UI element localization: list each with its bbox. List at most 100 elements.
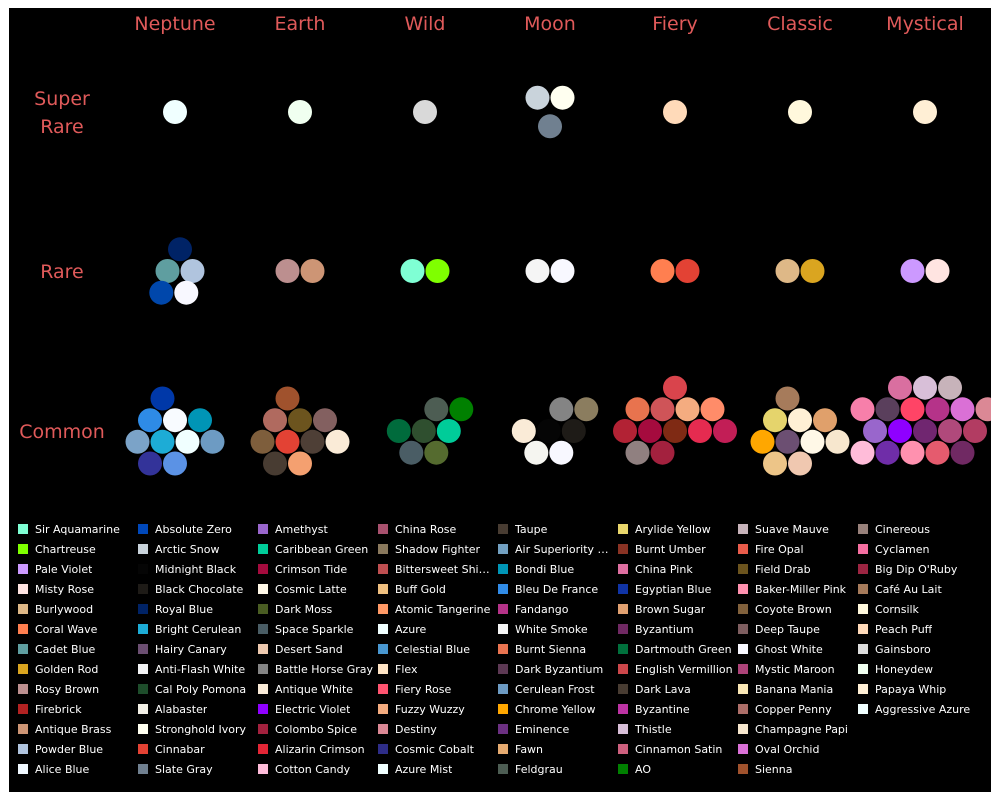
legend-swatch bbox=[378, 704, 388, 714]
legend-item: Fandango bbox=[498, 600, 568, 618]
legend-label: Byzantine bbox=[635, 702, 690, 716]
bubble-common-wild bbox=[436, 419, 461, 443]
legend-label: Cosmic Cobalt bbox=[395, 742, 474, 756]
legend-label: Powder Blue bbox=[35, 742, 104, 756]
legend-label: Stronghold Ivory bbox=[155, 722, 247, 736]
legend-item: Papaya Whip bbox=[858, 680, 946, 698]
legend-item: English Vermillion bbox=[618, 660, 733, 678]
legend-label: Destiny bbox=[395, 722, 437, 736]
bubble-super-rare-neptune bbox=[163, 100, 187, 124]
legend-item: Antique White bbox=[258, 680, 353, 698]
bubble-common-fiery bbox=[625, 397, 650, 422]
legend-label: Celestial Blue bbox=[395, 642, 471, 656]
legend-label: Cerulean Frost bbox=[515, 682, 595, 696]
bubble-rare-neptune bbox=[174, 280, 199, 305]
legend-label: Space Sparkle bbox=[275, 622, 354, 636]
legend-swatch bbox=[138, 624, 148, 634]
bubble-common-fiery bbox=[713, 419, 737, 443]
bubble-rare-fiery bbox=[650, 259, 675, 283]
legend-item: Amethyst bbox=[258, 520, 328, 538]
legend-label: Black Chocolate bbox=[155, 582, 244, 596]
legend-swatch bbox=[258, 684, 268, 694]
bubble-common-fiery bbox=[650, 397, 675, 422]
bubble-common-mystical bbox=[963, 419, 987, 443]
legend-item: Feldgrau bbox=[498, 760, 563, 778]
bubble-common-neptune bbox=[163, 451, 187, 476]
legend-label: Amethyst bbox=[275, 522, 328, 536]
legend-swatch bbox=[378, 644, 388, 654]
legend-label: Mystic Maroon bbox=[755, 662, 835, 676]
legend-label: Firebrick bbox=[35, 702, 82, 716]
legend-item: Royal Blue bbox=[138, 600, 213, 618]
column-header-moon: Moon bbox=[524, 13, 576, 35]
bubble-common-mystical bbox=[925, 397, 950, 422]
legend-swatch bbox=[18, 584, 28, 594]
legend-swatch bbox=[498, 704, 508, 714]
legend-swatch bbox=[498, 624, 508, 634]
legend-label: English Vermillion bbox=[635, 662, 733, 676]
bubble-common-fiery bbox=[688, 419, 712, 443]
legend-swatch bbox=[378, 624, 388, 634]
bubble-common-classic bbox=[788, 408, 812, 433]
bubble-common-classic bbox=[763, 451, 787, 476]
legend-swatch bbox=[618, 524, 628, 534]
legend-label: Azure Mist bbox=[395, 762, 453, 776]
legend-item: Battle Horse Gray bbox=[258, 660, 373, 678]
legend-label: Air Superiority Bl... bbox=[515, 542, 615, 556]
legend-label: Aggressive Azure bbox=[875, 702, 971, 716]
legend-item: Bleu De France bbox=[498, 580, 598, 598]
legend-label: Cinnamon Satin bbox=[635, 742, 723, 756]
legend-label: Chrome Yellow bbox=[515, 702, 596, 716]
legend-swatch bbox=[858, 704, 868, 714]
legend-swatch bbox=[378, 564, 388, 574]
bubble-common-classic bbox=[775, 386, 800, 411]
legend-item: Egyptian Blue bbox=[618, 580, 711, 598]
legend-swatch bbox=[738, 644, 748, 654]
legend-swatch bbox=[858, 584, 868, 594]
legend-label: Dark Byzantium bbox=[515, 662, 604, 676]
legend-swatch bbox=[378, 544, 388, 554]
legend-item: Alice Blue bbox=[18, 760, 89, 778]
legend-swatch bbox=[378, 744, 388, 754]
legend-label: Colombo Spice bbox=[275, 722, 357, 736]
legend-swatch bbox=[738, 724, 748, 734]
legend-item: Alizarin Crimson bbox=[258, 740, 365, 758]
legend-item: Cinnamon Satin bbox=[618, 740, 722, 758]
legend-swatch bbox=[738, 664, 748, 674]
legend-label: Slate Gray bbox=[155, 762, 213, 776]
legend-label: Taupe bbox=[515, 522, 548, 536]
legend-label: China Rose bbox=[395, 522, 457, 536]
legend-label: Banana Mania bbox=[755, 682, 834, 696]
legend-swatch bbox=[618, 664, 628, 674]
legend-label: Absolute Zero bbox=[155, 522, 232, 536]
legend-swatch bbox=[258, 624, 268, 634]
legend-item: Champagne Papi bbox=[738, 720, 848, 738]
legend-label: Cal Poly Pomona bbox=[155, 682, 247, 696]
legend-label: Burnt Sienna bbox=[515, 642, 587, 656]
legend-label: Rosy Brown bbox=[35, 682, 100, 696]
bubble-common-fiery bbox=[663, 419, 687, 443]
legend-swatch bbox=[498, 724, 508, 734]
bubble-rare-mystical bbox=[900, 259, 925, 283]
legend-label: Bleu De France bbox=[515, 582, 599, 596]
legend-item: Air Superiority Bl... bbox=[498, 540, 615, 558]
bubble-common-neptune bbox=[125, 429, 150, 454]
bubble-common-earth bbox=[288, 408, 312, 433]
bubble-common-fiery bbox=[625, 440, 650, 465]
bubble-super-rare-classic bbox=[788, 100, 812, 124]
legend-label: Azure bbox=[395, 622, 427, 636]
legend-swatch bbox=[858, 644, 868, 654]
legend-swatch bbox=[378, 584, 388, 594]
legend-label: Bright Cerulean bbox=[155, 622, 242, 636]
legend-swatch bbox=[18, 764, 28, 774]
legend-label: Caribbean Green bbox=[275, 542, 369, 556]
legend-item: Electric Violet bbox=[258, 700, 350, 718]
legend-swatch bbox=[618, 704, 628, 714]
legend-swatch bbox=[858, 684, 868, 694]
bubble-common-mystical bbox=[950, 397, 975, 422]
bubble-common-earth bbox=[250, 429, 275, 454]
legend-label: Dartmouth Green bbox=[635, 642, 732, 656]
legend-item: Absolute Zero bbox=[138, 520, 232, 538]
bubble-common-mystical bbox=[913, 419, 937, 443]
legend-swatch bbox=[498, 524, 508, 534]
